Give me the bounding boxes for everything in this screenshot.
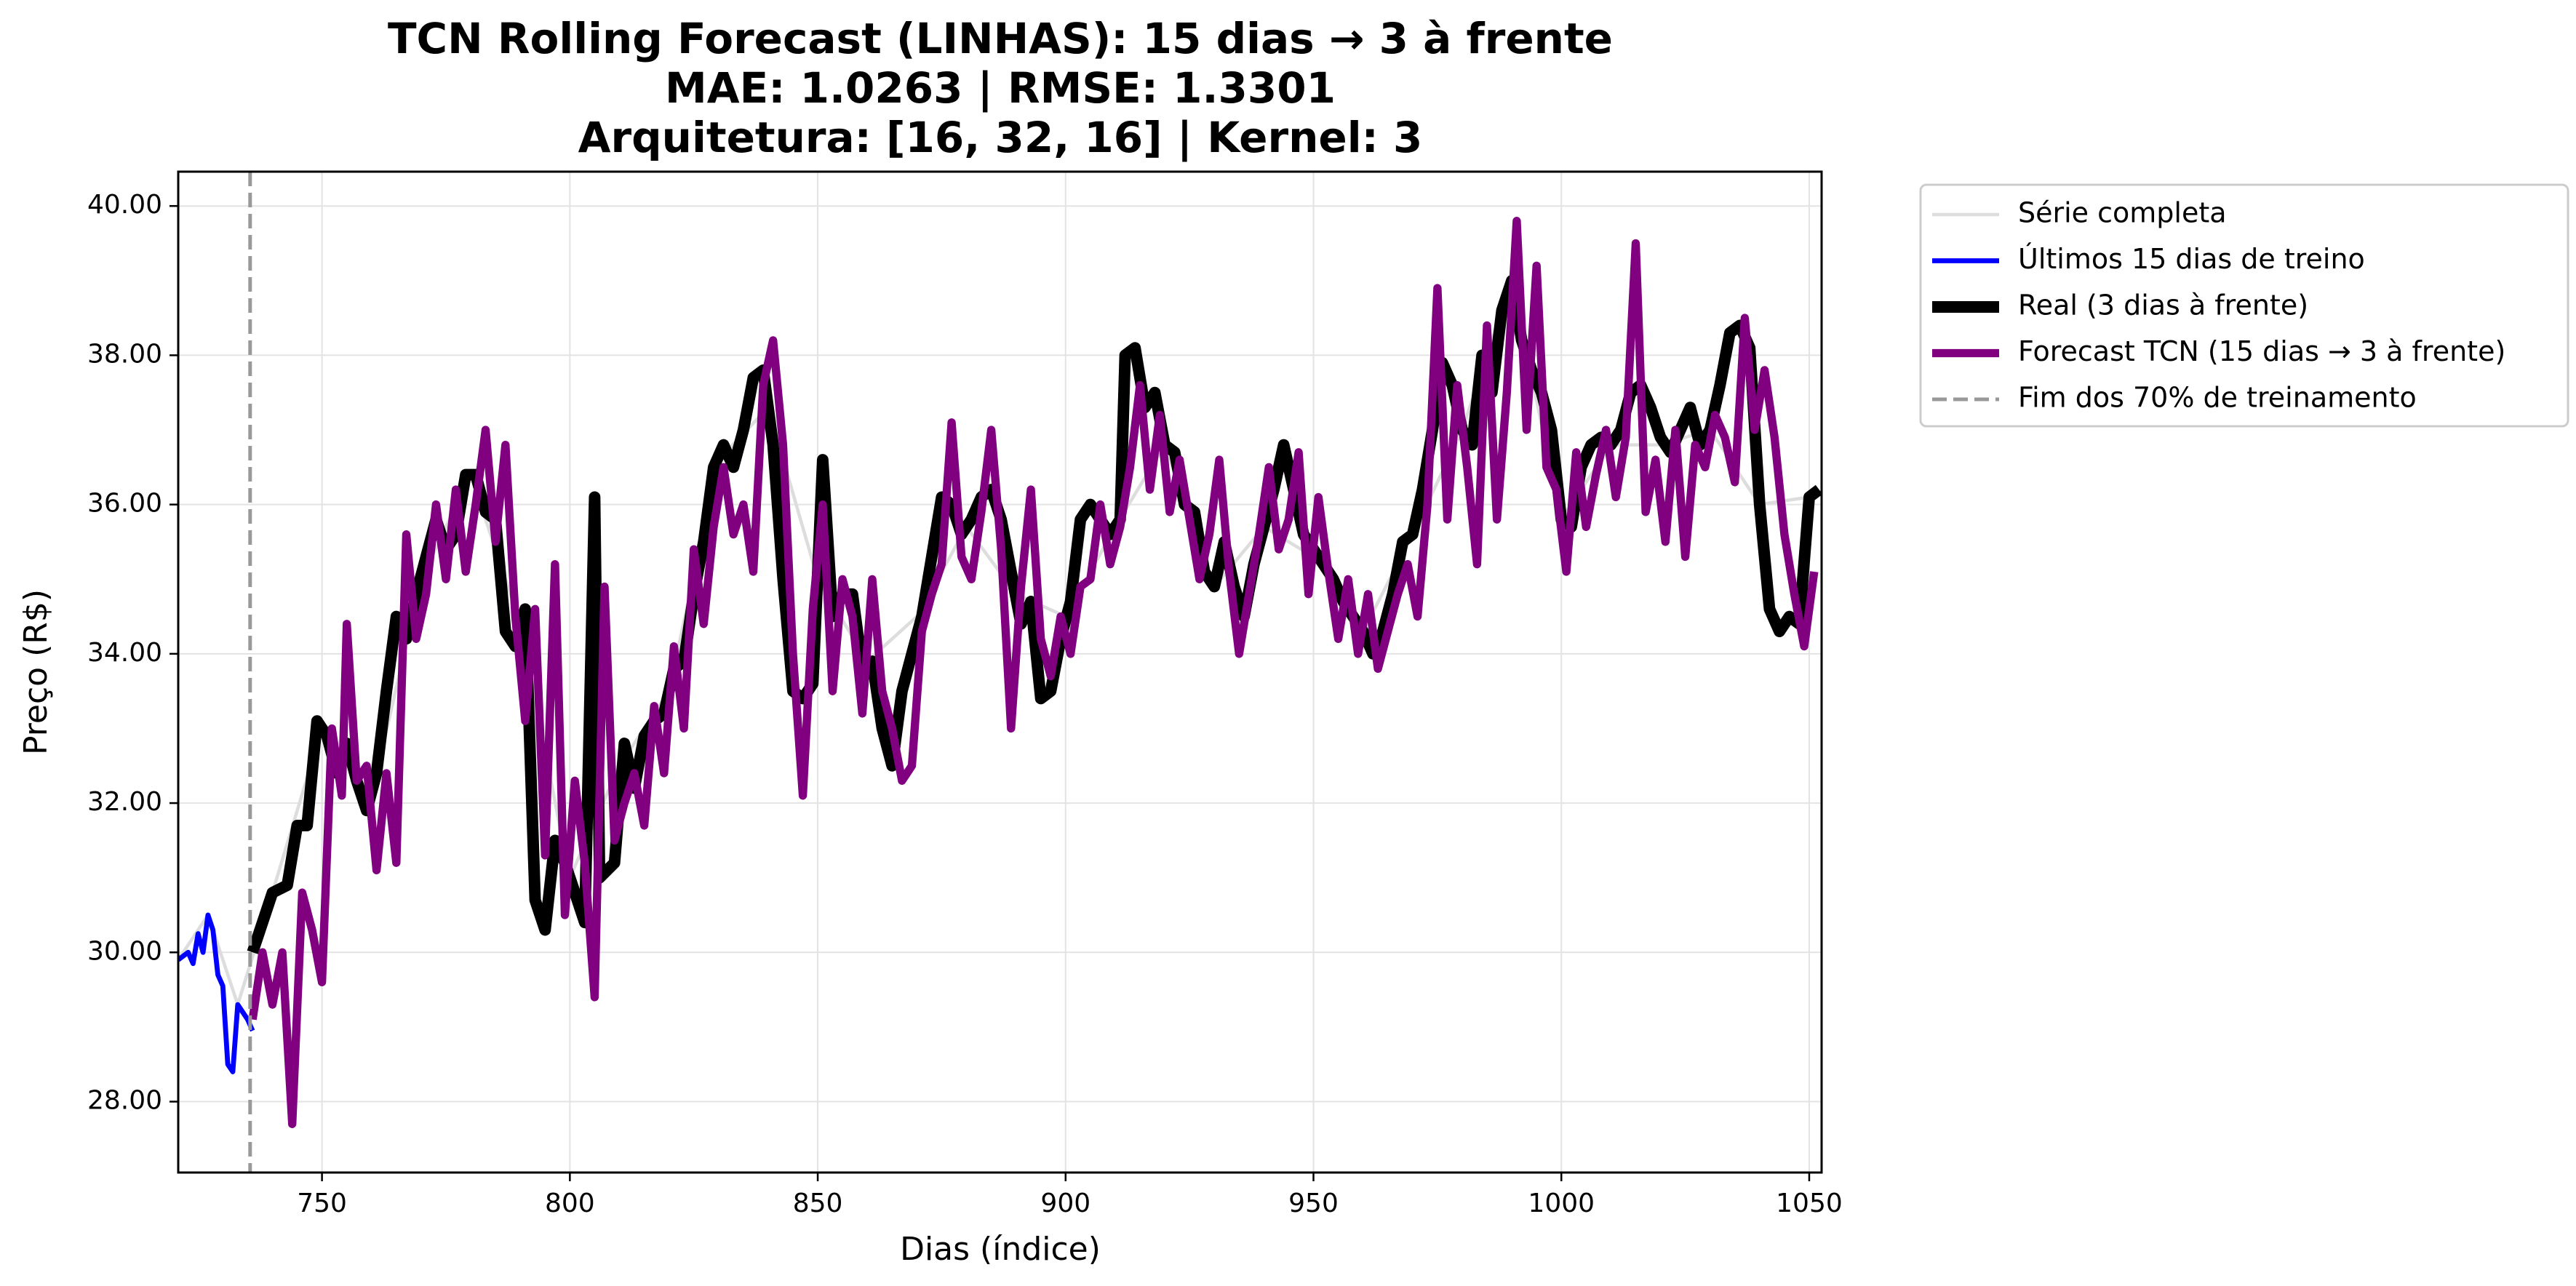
y-tick-label: 30.00 — [87, 936, 162, 966]
x-tick-label: 750 — [297, 1189, 347, 1218]
legend-box — [1919, 183, 2569, 428]
x-tick-label: 1000 — [1528, 1189, 1595, 1218]
legend-label: Forecast TCN (15 dias → 3 à frente) — [2018, 335, 2505, 367]
x-tick-label: 850 — [793, 1189, 843, 1218]
x-tick-label: 950 — [1288, 1189, 1339, 1218]
plot-area — [178, 172, 1822, 1173]
legend-label: Últimos 15 dias de treino — [2018, 243, 2365, 275]
chart-subtitle: Arquitetura: [16, 32, 16] | Kernel: 3 — [578, 113, 1423, 162]
plot-frame — [177, 170, 1823, 1174]
legend: Série completa Últimos 15 dias de treino R… — [1932, 197, 2505, 414]
y-axis-label: Preço (R$) — [17, 589, 55, 755]
legend-label: Real (3 dias à frente) — [2018, 289, 2308, 322]
legend-label: Série completa — [2018, 197, 2227, 229]
y-tick-label: 34.00 — [87, 638, 162, 668]
ticks: 750 800 850 900 950 1000 1050 28.00 30.00 32.00 34… — [87, 190, 1843, 1218]
y-tick-label: 40.00 — [87, 190, 162, 220]
x-tick-label: 1050 — [1776, 1189, 1843, 1218]
x-tick-label: 900 — [1040, 1189, 1090, 1218]
legend-label: Fim dos 70% de treinamento — [2018, 382, 2417, 414]
series-line — [248, 217, 1819, 1128]
y-tick-label: 38.00 — [87, 339, 162, 369]
y-tick-label: 28.00 — [87, 1086, 162, 1116]
x-axis-label: Dias (índice) — [900, 1231, 1101, 1268]
y-tick-label: 36.00 — [87, 489, 162, 519]
chart-subtitle: MAE: 1.0263 | RMSE: 1.3301 — [665, 63, 1336, 113]
y-tick-label: 32.00 — [87, 787, 162, 817]
chart-title: TCN Rolling Forecast (LINHAS): 15 dias →… — [388, 14, 1613, 63]
series-line — [178, 912, 255, 1074]
x-tick-label: 800 — [545, 1189, 595, 1218]
